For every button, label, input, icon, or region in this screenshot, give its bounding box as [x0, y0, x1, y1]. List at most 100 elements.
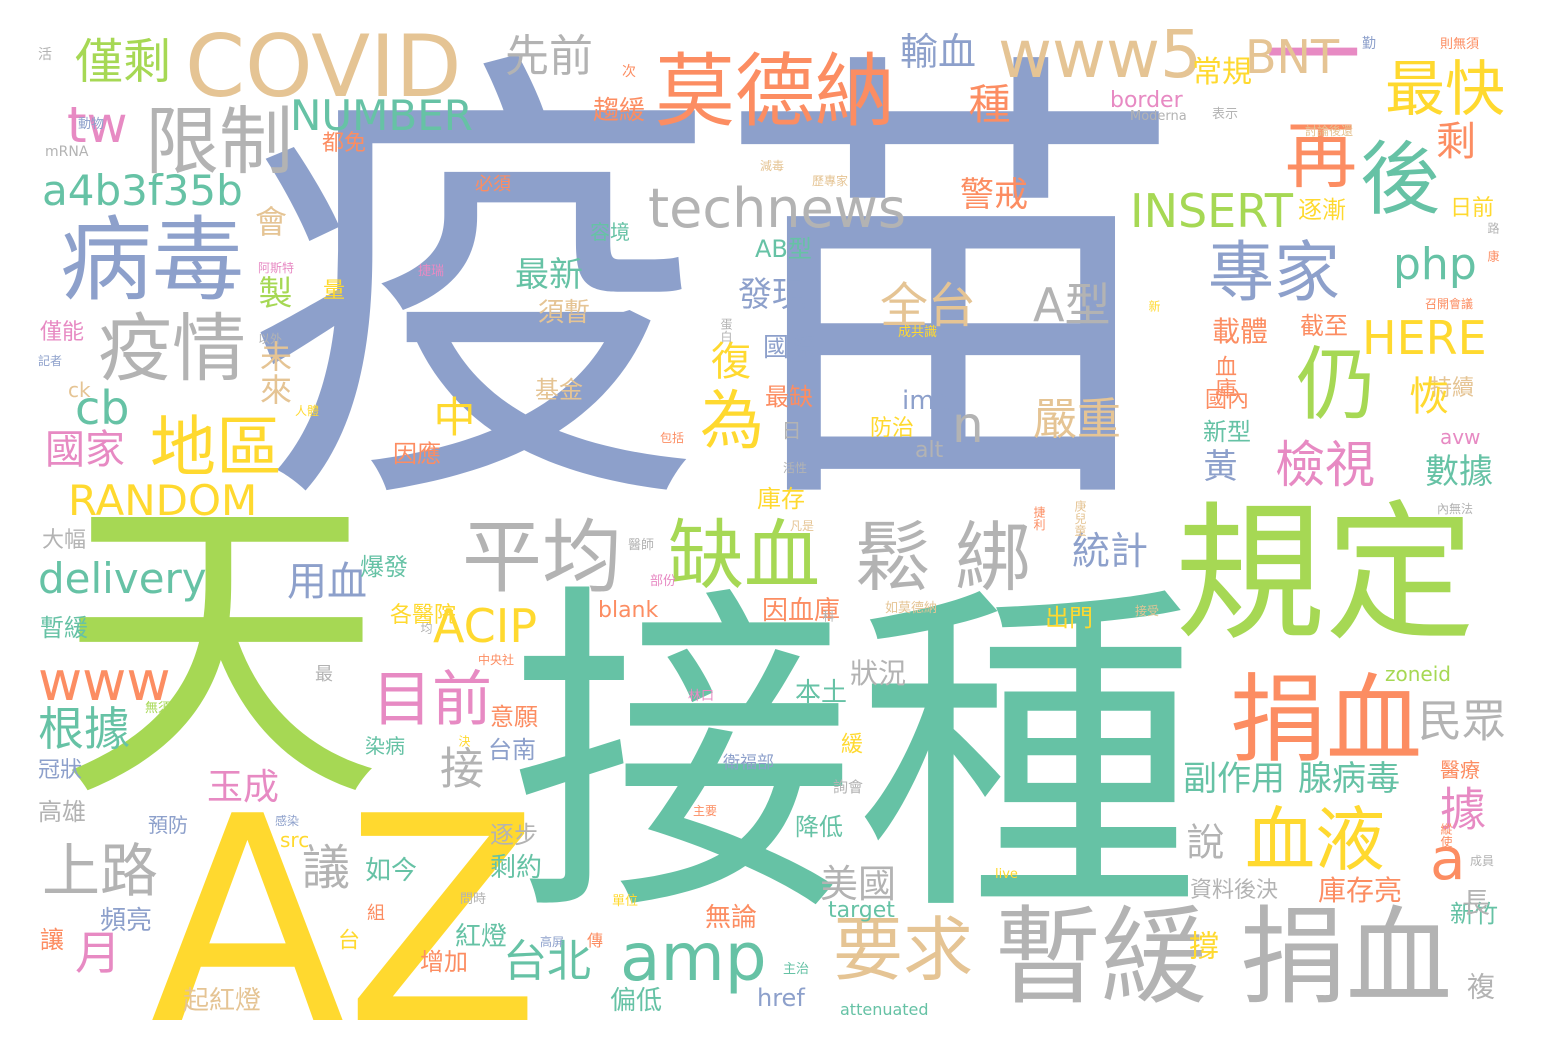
cloud-word: A型 — [1033, 278, 1111, 332]
cloud-word: 讓 — [40, 926, 64, 954]
cloud-word: 染病 — [365, 734, 405, 758]
cloud-word: 次 — [622, 64, 636, 80]
cloud-word: INSERT — [1130, 184, 1293, 238]
cloud-word: 載體 — [1212, 315, 1269, 348]
cloud-word: 發現 — [738, 275, 806, 315]
cloud-word: 捐血 — [1230, 664, 1422, 776]
cloud-word: 逐步 — [490, 821, 538, 849]
cloud-word: 均 — [419, 622, 433, 635]
cloud-word: 未來 — [255, 340, 293, 406]
cloud-word: 剩約 — [490, 853, 543, 883]
cloud-word: 仍 — [1296, 338, 1376, 431]
cloud-word: 無論 — [705, 903, 758, 933]
cloud-word: 爆發 — [360, 553, 408, 581]
cloud-word: 本土 — [795, 678, 848, 708]
cloud-word: 活性 — [783, 461, 808, 475]
cloud-word: 最快 — [1385, 55, 1505, 125]
cloud-word: 暫緩 — [40, 614, 88, 642]
cloud-word: target — [828, 898, 895, 923]
cloud-word: 記者 — [38, 354, 63, 368]
cloud-word: 凡是 — [790, 519, 815, 533]
cloud-word: live — [995, 867, 1018, 882]
cloud-word: src — [280, 828, 310, 852]
cloud-word: 各醫院 — [390, 603, 457, 628]
cloud-word: 平均 — [462, 511, 622, 604]
cloud-word: avw — [1440, 425, 1481, 449]
cloud-word: 製 — [252, 275, 292, 310]
cloud-word: 最缺 — [765, 383, 813, 411]
cloud-word: 表示 — [1212, 107, 1239, 122]
cloud-word: 嚴重 — [1033, 394, 1121, 445]
cloud-word: HERE — [1362, 311, 1487, 365]
cloud-word: 主要 — [693, 804, 718, 818]
cloud-word: 接受 — [1135, 604, 1160, 618]
cloud-word: 僅能 — [40, 320, 85, 345]
cloud-word: 容境 — [590, 220, 630, 244]
cloud-word: 高屏 — [540, 935, 565, 949]
cloud-word: 以外 — [258, 332, 283, 346]
cloud-word: 鬆 綁 — [855, 513, 1032, 602]
cloud-word: 接 — [432, 745, 483, 790]
cloud-word: 縱使 — [1439, 823, 1453, 848]
cloud-word: mRNA — [45, 144, 89, 160]
cloud-word: 狀況 — [850, 657, 907, 690]
cloud-word: 因應 — [393, 440, 441, 468]
cloud-word: 根據 — [38, 702, 130, 756]
cloud-word: 頻亮 — [100, 906, 153, 936]
cloud-word: 種 — [962, 82, 1011, 125]
cloud-word: 先前 — [505, 31, 593, 82]
cloud-word: 人體 — [295, 404, 320, 418]
cloud-word: 缺血 — [668, 511, 820, 600]
cloud-word: 如今 — [365, 856, 418, 886]
cloud-word: ck — [68, 378, 91, 402]
cloud-word: 討論後還 — [1305, 124, 1354, 138]
cloud-word: 地區 — [150, 409, 282, 486]
cloud-word: 恢 — [1402, 375, 1448, 416]
cloud-word: 警戒 — [960, 175, 1028, 215]
cloud-word: 庫存 — [757, 485, 805, 513]
cloud-word: 資料後決 — [1190, 878, 1279, 903]
cloud-word: border — [1110, 88, 1183, 113]
cloud-word: 撐 — [1183, 930, 1218, 961]
cloud-word: 須暫 — [538, 298, 591, 328]
cloud-word: img — [902, 386, 952, 416]
cloud-word: 再 — [1285, 114, 1358, 198]
cloud-word: 預防 — [148, 813, 188, 837]
cloud-word: 一 — [1265, 0, 1361, 112]
cloud-word: 庚兒童 — [1073, 500, 1087, 537]
cloud-word: 單位 — [612, 894, 639, 909]
cloud-word: 台 — [334, 928, 359, 951]
cloud-word: 防治 — [870, 416, 915, 441]
cloud-word: 醫療 — [1440, 758, 1480, 782]
cloud-word: RANDOM — [68, 476, 258, 525]
cloud-word: 量 — [319, 278, 344, 301]
cloud-word: 副作用 — [1183, 759, 1285, 799]
cloud-word: 歷專家 — [812, 174, 849, 188]
cloud-word: 捷瑞 — [418, 264, 445, 279]
cloud-word: 路 — [1486, 222, 1500, 235]
cloud-word: a4b3f35b — [42, 166, 243, 215]
cloud-word: BNT — [1245, 30, 1340, 84]
cloud-word: 說 — [1180, 822, 1224, 861]
cloud-word: 議 — [293, 842, 349, 891]
cloud-word: 無須 — [145, 701, 172, 716]
cloud-word: 截至 — [1300, 312, 1348, 340]
cloud-word: 醫師 — [628, 538, 655, 553]
cloud-word: 庫存亮 — [1318, 874, 1403, 907]
cloud-word: 主治 — [783, 962, 810, 977]
cloud-word: 僅剩 — [75, 34, 172, 90]
cloud-word: COVID — [185, 17, 462, 117]
cloud-word: 國際 — [763, 333, 816, 363]
cloud-word: 要求 — [833, 909, 973, 991]
cloud-word: 降低 — [795, 813, 843, 841]
cloud-word: 新型 — [1203, 418, 1251, 446]
cloud-word: 部份 — [650, 574, 677, 589]
cloud-word: 中 — [427, 395, 476, 438]
cloud-word: 科 — [821, 610, 835, 623]
cloud-word: 持續 — [1430, 376, 1475, 401]
cloud-word: 剩 — [1429, 120, 1475, 161]
cloud-word: 腺病毒 — [1298, 759, 1400, 799]
cloud-word: 捷利 — [1032, 506, 1046, 531]
cloud-word: 大幅 — [42, 528, 87, 553]
